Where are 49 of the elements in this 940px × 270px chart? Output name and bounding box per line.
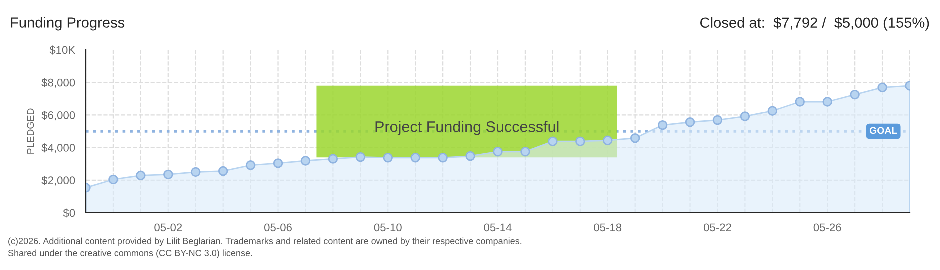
y-tick-label: $8,000 bbox=[42, 78, 76, 88]
point bbox=[548, 136, 558, 146]
point bbox=[768, 106, 778, 116]
point bbox=[246, 160, 256, 170]
point bbox=[493, 147, 503, 157]
x-tick-label: 05-26 bbox=[814, 224, 842, 232]
ref-line-label: GOAL bbox=[870, 127, 898, 134]
point bbox=[685, 118, 696, 128]
chart-title: Funding Progress bbox=[11, 17, 125, 31]
x-tick-label: 05-22 bbox=[704, 224, 732, 232]
y-tick-label: $4,000 bbox=[42, 144, 76, 154]
y-tick-label: $6,000 bbox=[42, 111, 76, 121]
point bbox=[520, 147, 530, 157]
point bbox=[136, 170, 146, 181]
point bbox=[356, 152, 366, 162]
text: Shared under the creative commons (CC BY-NC 3.0) license. bbox=[8, 250, 252, 258]
point bbox=[795, 97, 805, 107]
point bbox=[576, 136, 586, 146]
y-axis-title: PLEDGED bbox=[27, 108, 34, 154]
point bbox=[603, 136, 613, 146]
point bbox=[300, 156, 311, 166]
x-tick-label: 05-06 bbox=[264, 224, 292, 232]
point bbox=[658, 120, 668, 130]
annotation: Project Funding Successful bbox=[376, 121, 559, 136]
point bbox=[410, 153, 420, 163]
x-tick-label: 05-10 bbox=[374, 224, 402, 232]
point bbox=[850, 90, 860, 100]
point bbox=[273, 158, 284, 168]
x-tick-label: 05-02 bbox=[154, 224, 182, 232]
chart-subtitle: Closed at: $7,792 / $5,000 (155%) bbox=[700, 17, 930, 31]
point bbox=[438, 153, 448, 163]
point bbox=[466, 151, 476, 162]
point bbox=[218, 166, 228, 176]
point bbox=[328, 154, 338, 164]
point bbox=[191, 167, 201, 178]
point bbox=[108, 174, 118, 185]
point bbox=[878, 82, 888, 93]
point bbox=[822, 97, 832, 107]
y-tick-label: $2,000 bbox=[42, 176, 76, 186]
point bbox=[630, 133, 640, 144]
point bbox=[383, 153, 393, 163]
y-tick-label: $10K bbox=[50, 46, 76, 55]
point bbox=[164, 170, 174, 180]
y-tick-label: $0 bbox=[63, 208, 76, 218]
x-tick-label: 05-14 bbox=[484, 224, 512, 232]
text: (c)2026. Additional content provided by Lilit Beglarian. Trademarks and related content are owned by their respective companies. bbox=[8, 238, 522, 246]
point bbox=[740, 112, 750, 122]
x-tick-label: 05-18 bbox=[594, 224, 622, 232]
point bbox=[712, 115, 723, 126]
